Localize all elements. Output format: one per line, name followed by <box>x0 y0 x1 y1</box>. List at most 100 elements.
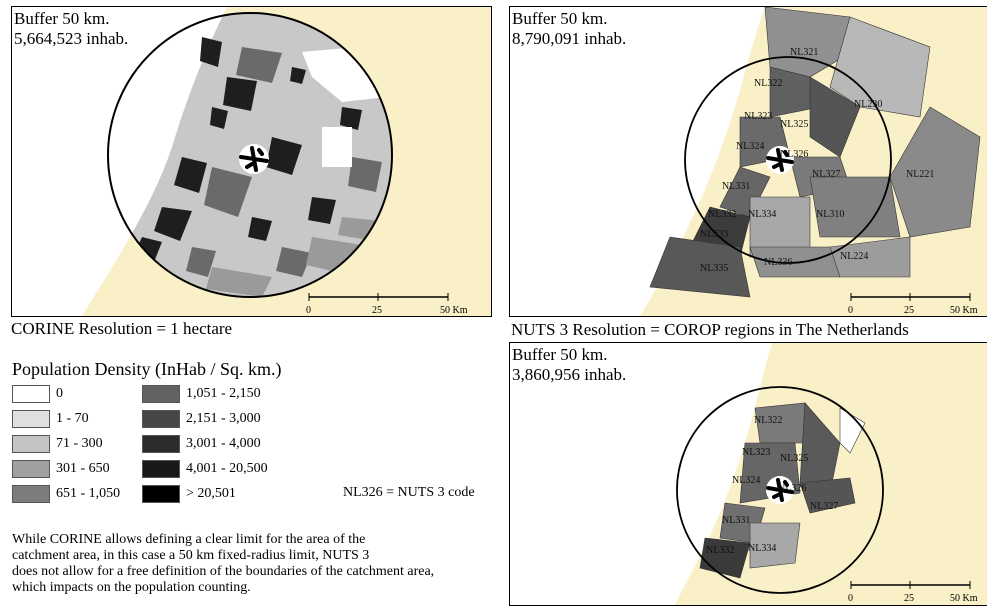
legend-item: 0 <box>12 385 63 403</box>
scale-label-50: 50 Km <box>440 305 468 316</box>
scale-label-25: 25 <box>904 305 914 316</box>
legend-label: 1 - 70 <box>56 411 89 426</box>
legend-label: 301 - 650 <box>56 461 110 476</box>
region-label: NL335 <box>700 263 728 274</box>
scale-bar: 0 25 50 Km <box>306 293 468 316</box>
legend-label: 4,001 - 20,500 <box>186 461 268 476</box>
region-label: NL322 <box>754 415 782 426</box>
region-label: NL331 <box>722 515 750 526</box>
airport-icon <box>766 476 794 504</box>
legend-label: 3,001 - 4,000 <box>186 436 261 451</box>
airport-icon <box>239 144 269 174</box>
legend-label: 71 - 300 <box>56 436 103 451</box>
nuts-clip-title-line1: Buffer 50 km. <box>512 345 608 364</box>
legend-swatch <box>12 485 50 503</box>
region-label: NL310 <box>816 209 844 220</box>
legend-swatch <box>142 485 180 503</box>
legend-swatch <box>12 385 50 403</box>
region-label: NL324 <box>736 141 764 152</box>
region-label: NL327 <box>810 501 838 512</box>
scale-label-25: 25 <box>372 305 382 316</box>
airport-icon <box>766 146 794 174</box>
scale-label-50: 50 Km <box>950 593 978 604</box>
nuts-full-buffer-title: Buffer 50 km. 8,790,091 inhab. <box>512 9 626 49</box>
region-label: NL326 <box>780 149 808 160</box>
legend-item: 71 - 300 <box>12 435 103 453</box>
legend-item: 2,151 - 3,000 <box>142 410 261 428</box>
region-label: NL333 <box>700 229 728 240</box>
nuts-full-map-panel: NL321 NL322 NL230 NL323 NL325 NL324 NL32… <box>509 6 987 317</box>
buffer-circle <box>107 12 393 298</box>
legend-item: 1,051 - 2,150 <box>142 385 261 403</box>
region-label: NL324 <box>732 475 760 486</box>
region-label: NL334 <box>748 543 776 554</box>
region-label: NL322 <box>754 78 782 89</box>
region-label: NL332 <box>708 209 736 220</box>
region-labels: NL321 NL322 NL230 NL323 NL325 NL324 NL32… <box>700 47 934 274</box>
footnote: While CORINE allows defining a clear lim… <box>12 532 532 596</box>
region-label: NL331 <box>722 181 750 192</box>
nuts-clip-map: NL322 NL323 NL325 NL324 NL326 NL327 NL33… <box>510 343 978 605</box>
region-label: NL326 <box>778 483 806 494</box>
scale-label-0: 0 <box>306 305 311 316</box>
region-label: NL323 <box>742 447 770 458</box>
region-label: NL327 <box>812 169 840 180</box>
scale-bar: 0 25 50 Km <box>848 293 978 316</box>
nuts-clip-title-line2: 3,860,956 inhab. <box>512 365 627 384</box>
region-labels: NL322 NL323 NL325 NL324 NL326 NL327 NL33… <box>706 415 838 556</box>
scale-label-50: 50 Km <box>950 305 978 316</box>
legend-label: > 20,501 <box>186 486 236 501</box>
footnote-line: While CORINE allows defining a clear lim… <box>12 532 366 547</box>
legend-swatch <box>142 460 180 478</box>
buffer-circle <box>676 386 884 594</box>
legend-label: 0 <box>56 386 63 401</box>
region-label: NL230 <box>854 99 882 110</box>
footnote-line: does not allow for a free definition of … <box>12 564 435 579</box>
buffer-circle <box>684 56 892 264</box>
corine-title-line2: 5,664,523 inhab. <box>14 29 129 48</box>
legend-swatch <box>142 410 180 428</box>
scale-label-0: 0 <box>848 305 853 316</box>
legend-item: 301 - 650 <box>12 460 110 478</box>
nuts-full-title-line1: Buffer 50 km. <box>512 9 608 28</box>
sea-area <box>510 7 765 316</box>
scale-label-0: 0 <box>848 593 853 604</box>
legend-item: 651 - 1,050 <box>12 485 120 503</box>
legend-swatch <box>142 385 180 403</box>
region-label: NL325 <box>780 453 808 464</box>
footnote-line: which impacts on the population counting… <box>12 580 251 595</box>
nuts-clip-buffer-title: Buffer 50 km. 3,860,956 inhab. <box>512 345 626 385</box>
nuts-code-note: NL326 = NUTS 3 code <box>343 485 475 500</box>
region-label: NL323 <box>744 111 772 122</box>
region-label: NL336 <box>764 257 792 268</box>
legend-item: 3,001 - 4,000 <box>142 435 261 453</box>
scale-label-25: 25 <box>904 593 914 604</box>
nuts-full-map: NL321 NL322 NL230 NL323 NL325 NL324 NL32… <box>510 7 981 316</box>
legend-label: 2,151 - 3,000 <box>186 411 261 426</box>
legend-swatch <box>12 410 50 428</box>
corine-title-line1: Buffer 50 km. <box>14 9 110 28</box>
legend-item: 4,001 - 20,500 <box>142 460 268 478</box>
legend-label: 1,051 - 2,150 <box>186 386 261 401</box>
nuts-caption: NUTS 3 Resolution = COROP regions in The… <box>511 320 909 339</box>
corine-map-panel: 0 25 50 Km Buffer 50 km. 5,664,523 inhab… <box>11 6 492 317</box>
legend-label: 651 - 1,050 <box>56 486 121 501</box>
corine-caption: CORINE Resolution = 1 hectare <box>11 319 233 338</box>
nuts-clip-map-panel: NL322 NL323 NL325 NL324 NL326 NL327 NL33… <box>509 342 987 606</box>
region-label: NL224 <box>840 251 868 262</box>
footnote-line: catchment area, in this case a 50 km fix… <box>12 548 370 563</box>
region-label: NL221 <box>906 169 934 180</box>
region-label: NL334 <box>748 209 776 220</box>
region-label: NL325 <box>780 119 808 130</box>
legend-swatch <box>12 435 50 453</box>
region-label: NL321 <box>790 47 818 58</box>
legend-swatch <box>142 435 180 453</box>
legend-item: 1 - 70 <box>12 410 89 428</box>
legend-swatch <box>12 460 50 478</box>
corine-map: 0 25 50 Km <box>12 7 468 316</box>
legend-title: Population Density (InHab / Sq. km.) <box>12 359 282 379</box>
scale-bar: 0 25 50 Km <box>848 581 978 604</box>
corine-buffer-title: Buffer 50 km. 5,664,523 inhab. <box>14 9 133 49</box>
legend-item: > 20,501 <box>142 485 236 503</box>
region-label: NL332 <box>706 545 734 556</box>
